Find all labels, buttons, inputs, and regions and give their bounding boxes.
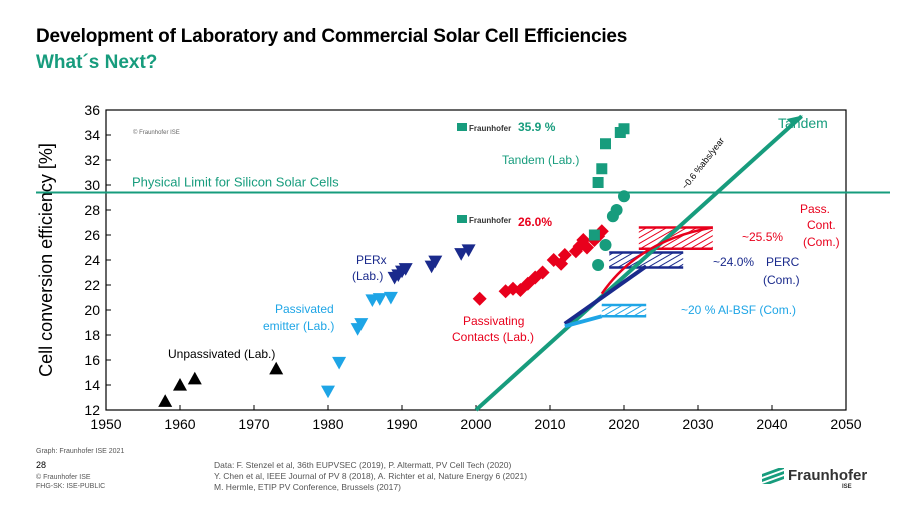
data-point: [600, 138, 611, 150]
x-tick-label: 1970: [238, 416, 269, 432]
data-point: [454, 248, 469, 261]
graph-credit: Graph: Fraunhofer ISE 2021: [36, 448, 125, 455]
data-point: [372, 293, 387, 306]
albsf-label: ~20 % Al-BSF (Com.): [681, 303, 796, 317]
data-point: [472, 291, 487, 306]
reference-line: Y. Chen et al, IEEE Journal of PV 8 (201…: [214, 471, 528, 481]
y-tick-label: 28: [84, 202, 100, 218]
data-point: [428, 255, 443, 269]
perx-label: PERx: [356, 253, 387, 267]
copyright-line: © Fraunhofer ISE: [36, 474, 91, 481]
pc-record-label: 26.0%: [518, 215, 552, 229]
data-point: [461, 244, 476, 257]
x-tick-label: 1990: [386, 416, 417, 432]
fraunhofer-logo-text: Fraunhofer: [788, 467, 868, 484]
fraunhofer-logo-sub: ISE: [842, 484, 852, 490]
data-point: [398, 263, 413, 276]
unpassivated-label: Unpassivated (Lab.): [168, 347, 275, 361]
pass-cont-label: Cont.: [807, 218, 836, 232]
pass-cont-trend: [600, 226, 714, 295]
classification-line: FHG-SK: ISE-PUBLIC: [36, 483, 106, 490]
fraunhofer-badge-tandem-icon: [457, 123, 467, 131]
tandem-arrow-head: [786, 115, 803, 126]
fraunhofer-badge-pc-icon: [457, 215, 467, 223]
fraunhofer-badge-pc-text: Fraunhofer: [469, 216, 511, 225]
y-tick-label: 36: [84, 102, 100, 118]
data-point: [321, 385, 335, 399]
y-tick-label: 16: [84, 352, 100, 368]
passivating-label: Contacts (Lab.): [452, 330, 534, 344]
y-tick-label: 12: [84, 402, 100, 418]
perc-label: (Com.): [763, 273, 800, 287]
efficiency-chart: 1950 1960 1970 1980 1990 2000 2010 2020 2030 2040…: [36, 102, 890, 432]
tandem-record-label: 35.9 %: [518, 120, 556, 134]
perc-pct-label: ~24.0%: [713, 255, 754, 269]
x-tick-label: 1950: [90, 416, 121, 432]
passivated-label: Passivated: [275, 302, 334, 316]
x-tick-label: 2020: [608, 416, 639, 432]
y-tick-label: 18: [84, 327, 100, 343]
data-point: [187, 371, 202, 385]
page-number: 28: [36, 460, 47, 470]
fraunhofer-logo: Fraunhofer ISE: [762, 467, 868, 490]
data-point: [332, 356, 347, 370]
passivated-label: emitter (Lab.): [263, 319, 334, 333]
data-point: [580, 240, 594, 255]
commercial-band: [601, 305, 647, 317]
y-tick-label: 20: [84, 302, 100, 318]
tandem-lab-label: Tandem (Lab.): [502, 153, 579, 167]
perx-label: (Lab.): [352, 269, 383, 283]
slope-label: ~0.6 %abs/year: [680, 136, 727, 192]
fraunhofer-logo-icon: [762, 468, 784, 484]
y-tick-label: 14: [84, 377, 100, 393]
data-point: [557, 248, 572, 262]
data-point: [158, 394, 173, 407]
reference-line: Data: F. Stenzel et al, 36th EUPVSEC (20…: [214, 460, 512, 470]
data-point: [599, 239, 612, 251]
x-tick-label: 2010: [534, 416, 565, 432]
data-point: [383, 291, 398, 305]
data-point: [618, 190, 630, 203]
data-point: [354, 318, 369, 331]
perc-label: PERC: [766, 255, 800, 269]
data-point: [592, 259, 605, 271]
x-tick-label: 1980: [312, 416, 343, 432]
references: Data: F. Stenzel et al, 36th EUPVSEC (20…: [214, 460, 527, 493]
data-point: [588, 229, 600, 241]
data-point: [535, 265, 550, 280]
pass-cont-pct-label: ~25.5%: [742, 230, 783, 244]
y-tick-label: 30: [84, 177, 100, 193]
trend-line: [563, 264, 648, 326]
plot-copyright: © Fraunhofer ISE: [133, 129, 180, 136]
x-tick-label: 2030: [682, 416, 713, 432]
trend-line: [474, 114, 803, 412]
reference-line: M. Hermle, ETIP PV Conference, Brussels …: [214, 482, 401, 492]
x-tick-label: 2040: [756, 416, 787, 432]
pass-cont-label: (Com.): [803, 235, 840, 249]
data-point: [173, 378, 187, 391]
data-point: [610, 204, 623, 216]
data-point: [618, 123, 630, 135]
page-subtitle: What´s Next?: [36, 52, 158, 73]
y-axis-label: Cell conversion efficiency [%]: [36, 143, 56, 377]
y-tick-label: 32: [84, 152, 100, 168]
trend-line: [564, 314, 603, 329]
x-tick-label: 2000: [460, 416, 491, 432]
passivating-label: Passivating: [463, 314, 524, 328]
page-title: Development of Laboratory and Commercial…: [36, 26, 628, 47]
y-tick-label: 34: [84, 127, 100, 143]
physical-limit-label: Physical Limit for Silicon Solar Cells: [132, 175, 339, 190]
y-tick-label: 26: [84, 227, 100, 243]
y-tick-label: 24: [84, 252, 100, 268]
x-tick-label: 1960: [164, 416, 195, 432]
fraunhofer-badge-tandem-text: Fraunhofer: [469, 124, 511, 133]
pass-cont-label: Pass.: [800, 202, 830, 216]
y-tick-label: 22: [84, 277, 100, 293]
x-tick-label: 2050: [830, 416, 861, 432]
data-point: [592, 177, 604, 188]
data-point: [596, 163, 608, 175]
data-point: [269, 361, 284, 375]
tandem-label: Tandem: [778, 115, 828, 131]
